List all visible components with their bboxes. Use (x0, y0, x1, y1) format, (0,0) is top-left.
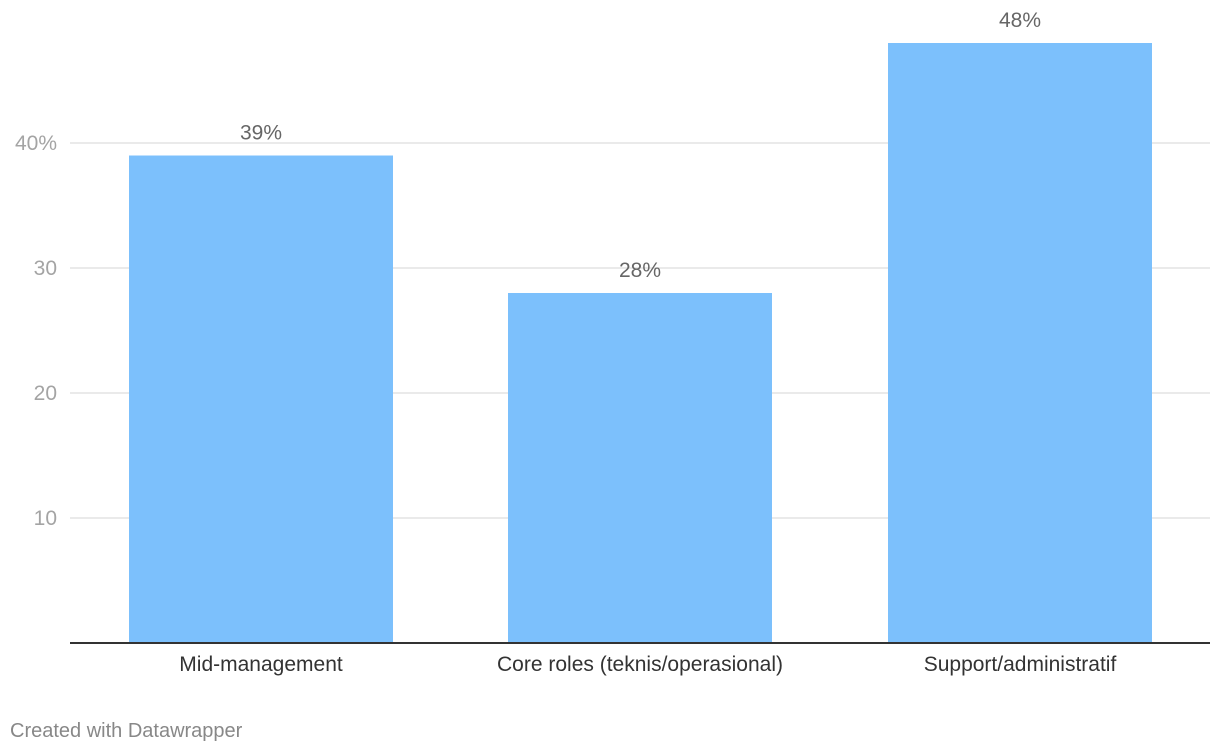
bar (129, 155, 393, 643)
credit-text: Created with Datawrapper (10, 720, 243, 742)
y-tick-label: 10 (34, 507, 57, 530)
bar (508, 293, 772, 643)
bars (129, 43, 1152, 643)
bar-value-label: 48% (999, 9, 1041, 32)
bar-value-label: 39% (240, 122, 282, 145)
bar-value-label: 28% (619, 259, 661, 282)
x-category-label: Support/administratif (924, 653, 1117, 676)
y-tick-label: 40% (15, 132, 57, 155)
x-category-label: Mid-management (179, 653, 343, 676)
x-axis-categories: Mid-management Core roles (teknis/operasi… (179, 653, 1116, 676)
bar (888, 43, 1152, 643)
x-category-label: Core roles (teknis/operasional) (497, 653, 783, 676)
value-labels: 39% 28% 48% (240, 9, 1041, 282)
y-axis-ticks: 10 20 30 40% (15, 132, 57, 530)
y-tick-label: 30 (34, 257, 57, 280)
y-tick-label: 20 (34, 382, 57, 405)
